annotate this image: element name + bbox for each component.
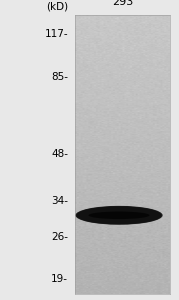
Text: 293: 293 — [112, 0, 133, 7]
Ellipse shape — [83, 209, 155, 222]
Ellipse shape — [86, 210, 153, 220]
Ellipse shape — [81, 208, 157, 223]
Text: 48-: 48- — [51, 149, 68, 159]
Text: 26-: 26- — [51, 232, 68, 242]
Text: 117-: 117- — [44, 29, 68, 39]
Ellipse shape — [82, 209, 156, 222]
Ellipse shape — [78, 207, 160, 224]
Text: 19-: 19- — [51, 274, 68, 284]
Ellipse shape — [77, 206, 161, 224]
Ellipse shape — [79, 207, 159, 223]
Text: 34-: 34- — [51, 196, 68, 206]
Ellipse shape — [80, 208, 158, 223]
Ellipse shape — [76, 206, 162, 224]
Ellipse shape — [79, 207, 159, 224]
Ellipse shape — [75, 206, 163, 225]
Ellipse shape — [84, 209, 154, 221]
Ellipse shape — [88, 212, 150, 219]
Text: 85-: 85- — [51, 72, 68, 82]
Text: (kD): (kD) — [46, 1, 68, 11]
Ellipse shape — [85, 210, 153, 221]
Ellipse shape — [82, 208, 156, 222]
